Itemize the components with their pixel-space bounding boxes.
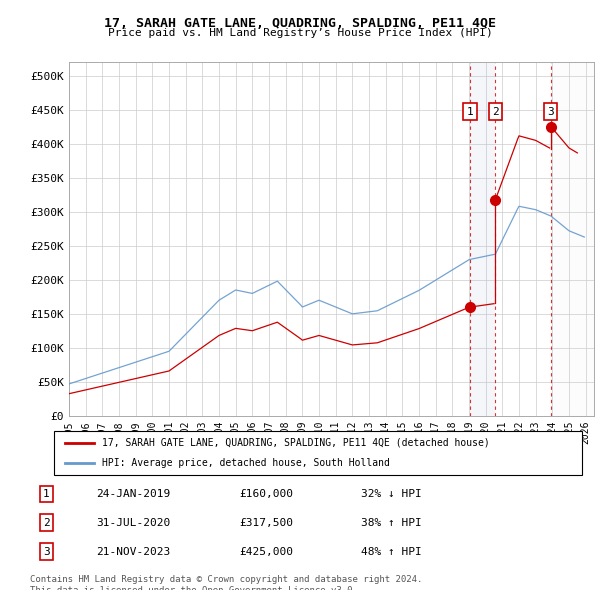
Text: £160,000: £160,000 xyxy=(240,489,294,499)
Text: 31-JUL-2020: 31-JUL-2020 xyxy=(96,518,170,527)
Text: 3: 3 xyxy=(547,107,554,117)
Text: £425,000: £425,000 xyxy=(240,546,294,556)
Text: Contains HM Land Registry data © Crown copyright and database right 2024.
This d: Contains HM Land Registry data © Crown c… xyxy=(30,575,422,590)
Bar xyxy=(470,62,496,416)
Text: 3: 3 xyxy=(43,546,50,556)
Text: 17, SARAH GATE LANE, QUADRING, SPALDING, PE11 4QE (detached house): 17, SARAH GATE LANE, QUADRING, SPALDING,… xyxy=(101,438,489,448)
Text: Price paid vs. HM Land Registry’s House Price Index (HPI): Price paid vs. HM Land Registry’s House … xyxy=(107,28,493,38)
Text: HPI: Average price, detached house, South Holland: HPI: Average price, detached house, Sout… xyxy=(101,458,389,468)
Text: 21-NOV-2023: 21-NOV-2023 xyxy=(96,546,170,556)
Text: £317,500: £317,500 xyxy=(240,518,294,527)
Bar xyxy=(551,62,594,416)
Text: 1: 1 xyxy=(43,489,50,499)
Text: 17, SARAH GATE LANE, QUADRING, SPALDING, PE11 4QE: 17, SARAH GATE LANE, QUADRING, SPALDING,… xyxy=(104,17,496,30)
Text: 38% ↑ HPI: 38% ↑ HPI xyxy=(361,518,422,527)
Text: 2: 2 xyxy=(492,107,499,117)
Text: 24-JAN-2019: 24-JAN-2019 xyxy=(96,489,170,499)
Text: 1: 1 xyxy=(467,107,473,117)
Text: 2: 2 xyxy=(43,518,50,527)
Text: 48% ↑ HPI: 48% ↑ HPI xyxy=(361,546,422,556)
Text: 32% ↓ HPI: 32% ↓ HPI xyxy=(361,489,422,499)
Bar xyxy=(551,62,594,416)
